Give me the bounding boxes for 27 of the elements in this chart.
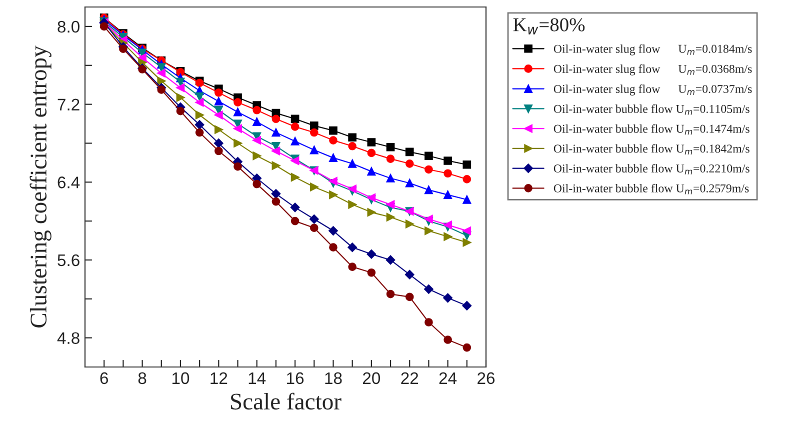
y-tick-label: 6.4 <box>58 176 80 188</box>
legend-label: Oil-in-water bubble flow U$_{m}$=0.1474m/s <box>554 124 750 135</box>
legend-label: Oil-in-water bubble flow U$_{m}$=0.2579m/s <box>554 184 749 194</box>
x-tick-label: 16 <box>287 372 304 384</box>
legend-title: K$_{w}$=80% <box>513 18 585 34</box>
y-tick-label: 8.0 <box>58 20 80 33</box>
y-tick-label: 7.2 <box>58 98 80 110</box>
x-tick-label: 12 <box>210 372 228 384</box>
y-axis-title: Clustering coefficient entropy <box>30 46 52 328</box>
x-tick-label: 6 <box>100 372 108 384</box>
legend-label: Oil-in-water bubble flow U$_{m}$=0.2210m/s <box>554 164 750 174</box>
legend-label: Oil-in-water bubble flow U$_{m}$=0.1842m/s <box>554 144 750 155</box>
x-tick-label: 14 <box>248 372 266 384</box>
legend-label: Oil-in-water bubble flow U$_{m}$=0.1105m/s <box>554 104 750 115</box>
x-tick-label: 26 <box>478 372 495 384</box>
legend-label: Oil-in-water slug flow U$_{m}$=0.0368m/s <box>554 64 752 76</box>
y-tick-label: 4.8 <box>57 332 80 344</box>
x-tick-label: 8 <box>138 372 146 384</box>
legend-label: Oil-in-water slug flow U$_{m}$=0.0184m/s <box>554 44 752 56</box>
x-tick-label: 10 <box>172 372 190 384</box>
x-axis-title: Scale factor <box>231 392 342 410</box>
x-tick-label: 22 <box>401 372 418 384</box>
legend-label: Oil-in-water slug flow U$_{m}$=0.0737m/s <box>554 84 752 96</box>
x-tick-label: 18 <box>325 372 342 384</box>
y-tick-label: 5.6 <box>58 254 80 266</box>
x-tick-label: 24 <box>439 372 457 384</box>
x-tick-label: 20 <box>363 372 380 384</box>
